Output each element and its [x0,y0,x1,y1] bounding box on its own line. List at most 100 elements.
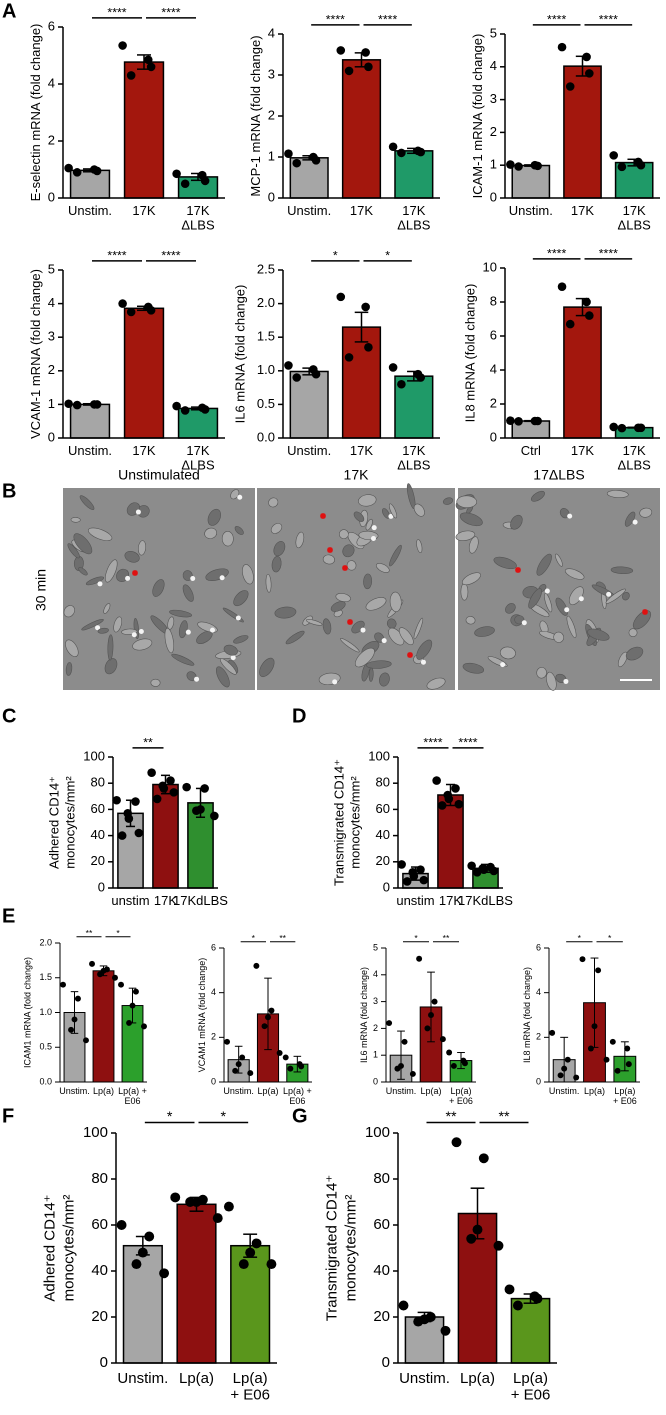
data-point [112,795,121,805]
data-point [402,877,412,886]
bar [176,1203,217,1364]
bright-cell [371,525,377,531]
cell [285,630,305,645]
significance-label: * [116,928,120,938]
y-axis-title: IL6 mRNA (fold change) [233,285,248,424]
y-tick-label: 40 [91,1262,108,1279]
significance-label: ** [445,1109,457,1125]
data-point [565,82,575,91]
cell [366,660,392,669]
bright-cell [632,519,638,525]
x-tick-label: 17K [350,203,373,218]
data-point [147,768,156,778]
data-point [409,1070,416,1077]
y-tick-label: 0 [536,1076,541,1086]
x-tick-label: 17K [571,203,594,218]
x-tick-label: Unstim. [287,203,331,218]
data-point [625,1061,632,1068]
cell [388,503,398,519]
cell [330,601,346,612]
data-point [143,55,153,65]
data-point [479,865,489,874]
cell [528,588,542,609]
cell [474,626,495,637]
data-point [126,1019,133,1026]
x-tick-label: Unstim. [68,443,112,458]
cell [514,615,525,625]
y-axis-title: IL6 mRNA (fold change) [359,967,369,1063]
y-tick-label: 3 [48,329,55,344]
data-point [72,400,82,410]
y-tick-label: 2 [48,362,55,377]
significance-label: **** [107,249,126,263]
bright-cell [235,615,241,621]
cell [398,627,414,646]
significance-label: **** [423,736,442,750]
y-tick-label: 2.0 [39,937,52,947]
data-point [124,814,134,823]
significance-label: **** [599,13,618,27]
data-point [557,42,567,52]
y-tick-label: 5 [490,25,497,40]
cell [413,617,424,640]
significance-label: **** [547,247,566,261]
data-point [251,1238,262,1249]
data-point [131,1259,142,1270]
cell [342,544,355,558]
data-point [180,179,190,189]
data-point [152,794,162,804]
significance-label: **** [107,6,126,20]
y-axis-title: monocytes/mm² [63,776,78,869]
x-tick-label: Lp(a) + E06 [613,1086,637,1106]
data-point [504,1284,515,1295]
panel-label: D [292,705,306,727]
micrographs [63,483,660,691]
data-point [416,865,425,874]
cell [546,671,557,691]
bright-cell [131,632,137,638]
image-column-label: 17K [344,467,370,483]
y-tick-label: 4 [48,75,55,90]
data-point [466,1233,477,1244]
data-point [170,1192,181,1203]
y-tick-label: 0.5 [257,396,275,411]
y-axis-title: VCAM1 mRNA (fold change) [197,958,207,1073]
cell [178,620,188,639]
data-point [557,282,567,291]
data-point [467,861,476,871]
cell [295,531,305,549]
x-tick-label: Unstim. [223,1086,254,1096]
data-point [591,1023,598,1030]
data-point [64,399,73,409]
data-point [416,955,423,962]
bright-cell [237,494,243,500]
cell [381,508,390,519]
cell [124,551,140,563]
y-tick-label: 4 [373,969,378,979]
bright-cell [521,620,527,626]
image-row-label: 30 min [33,569,49,611]
data-point [92,166,102,176]
x-tick-label: Unstim. [509,203,553,218]
y-tick-label: 20 [373,1308,390,1325]
x-tick-label: Unstim. [68,203,112,218]
data-point [512,1300,523,1311]
data-point [172,169,181,179]
cell [566,615,577,639]
data-point [180,406,190,415]
data-point [587,1045,594,1052]
data-point [424,1025,431,1032]
cell [564,568,585,580]
data-point [298,1063,305,1070]
cell [365,597,387,611]
y-tick-label: 0 [382,1354,390,1371]
cell [363,573,373,590]
data-point [617,162,627,172]
cell [459,512,483,527]
data-point [437,801,447,810]
cell [78,567,88,576]
significance-label: ** [498,1109,510,1125]
significance-label: **** [161,249,180,263]
data-point [451,784,460,793]
x-tick-label: Lp(a) + E06 [230,1370,270,1404]
